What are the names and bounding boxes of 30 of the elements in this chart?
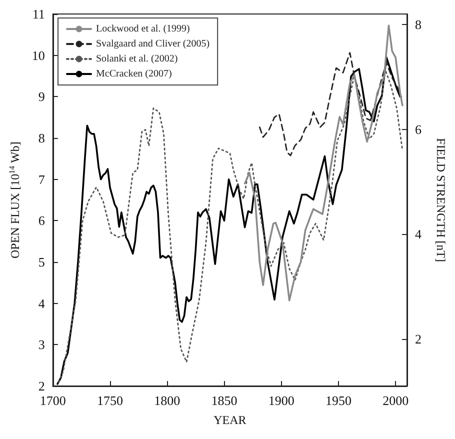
y-tick-label: 6	[38, 213, 46, 228]
x-tick-label: 2000	[382, 393, 409, 408]
y2-tick-label: 4	[415, 226, 422, 242]
x-tick-label: 1900	[268, 393, 294, 408]
legend-label: McCracken (2007)	[96, 68, 172, 80]
y2-tick-label: 6	[415, 122, 422, 137]
y-tick-label: 4	[38, 296, 46, 311]
legend-label: Lockwood et al. (1999)	[96, 24, 190, 34]
y2-tick-label: 2	[415, 331, 422, 346]
x-tick-label: 1700	[40, 393, 66, 408]
y2-axis-title: FIELD STRENGTH [nT]	[434, 138, 448, 262]
x-tick-label: 1800	[154, 393, 180, 408]
y-tick-label: 9	[38, 89, 45, 104]
y-tick-label: 5	[38, 254, 45, 270]
x-tick-label: 1750	[97, 393, 124, 408]
legend-label: Svalgaard and Cliver (2005)	[96, 38, 210, 50]
y-tick-label: 7	[38, 172, 46, 187]
y-tick-label: 11	[32, 6, 45, 22]
x-axis-title: YEAR	[214, 413, 246, 427]
x-tick-label: 1950	[325, 393, 352, 408]
line-series	[258, 52, 402, 156]
legend-label: Solanki et al. (2002)	[96, 54, 178, 64]
x-tick-label: 1850	[211, 393, 238, 408]
y-tick-label: 2	[38, 378, 45, 394]
y2-tick-label: 8	[415, 16, 422, 32]
y-tick-label: 8	[38, 130, 45, 146]
y-tick-label: 10	[32, 48, 45, 63]
line-series	[244, 24, 404, 302]
y-axis-title: OPEN FLUX [1014 Wb]	[8, 142, 22, 258]
y-tick-label: 3	[38, 337, 45, 352]
